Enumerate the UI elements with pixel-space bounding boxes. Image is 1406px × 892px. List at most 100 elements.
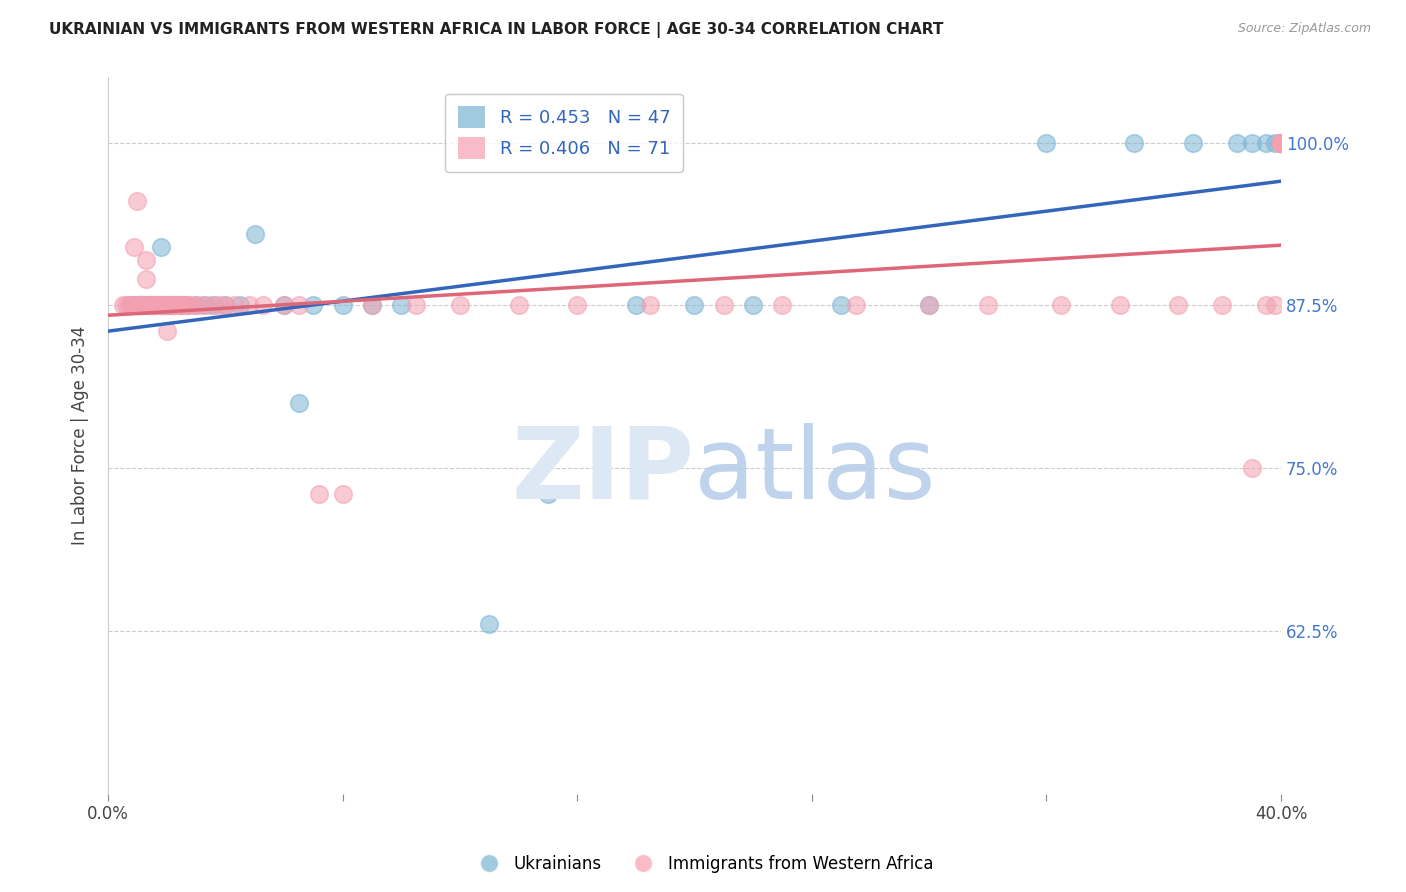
Point: [173, 298, 195, 312]
Point: [117, 298, 139, 312]
Point: [124, 240, 146, 254]
Point: [1167, 298, 1189, 312]
Point: [184, 298, 207, 312]
Point: [332, 298, 354, 312]
Point: [1108, 298, 1130, 312]
Point: [200, 298, 222, 312]
Point: [191, 298, 214, 312]
Point: [361, 298, 384, 312]
Point: [567, 298, 589, 312]
Point: [152, 298, 174, 312]
Point: [243, 227, 266, 241]
Point: [214, 298, 236, 312]
Point: [308, 487, 330, 501]
Point: [1270, 136, 1292, 150]
Text: Source: ZipAtlas.com: Source: ZipAtlas.com: [1237, 22, 1371, 36]
Point: [302, 298, 325, 312]
Point: [114, 298, 136, 312]
Point: [918, 298, 941, 312]
Point: [149, 298, 172, 312]
Point: [149, 298, 172, 312]
Point: [1270, 136, 1292, 150]
Point: [143, 298, 166, 312]
Point: [1270, 136, 1292, 150]
Point: [208, 298, 231, 312]
Point: [138, 298, 160, 312]
Point: [141, 298, 163, 312]
Point: [132, 298, 155, 312]
Point: [713, 298, 735, 312]
Y-axis label: In Labor Force | Age 30-34: In Labor Force | Age 30-34: [72, 326, 89, 545]
Text: atlas: atlas: [695, 423, 936, 520]
Point: [1240, 461, 1263, 475]
Point: [132, 298, 155, 312]
Legend: Ukrainians, Immigrants from Western Africa: Ukrainians, Immigrants from Western Afri…: [465, 848, 941, 880]
Point: [127, 194, 149, 209]
Point: [132, 298, 155, 312]
Point: [159, 298, 181, 312]
Point: [162, 298, 184, 312]
Point: [624, 298, 647, 312]
Point: [1270, 136, 1292, 150]
Point: [129, 298, 152, 312]
Point: [127, 298, 149, 312]
Point: [120, 298, 142, 312]
Point: [830, 298, 852, 312]
Point: [287, 298, 309, 312]
Point: [141, 298, 163, 312]
Point: [135, 272, 157, 286]
Point: [138, 298, 160, 312]
Point: [1270, 136, 1292, 150]
Point: [165, 298, 187, 312]
Legend: R = 0.453   N = 47, R = 0.406   N = 71: R = 0.453 N = 47, R = 0.406 N = 71: [446, 94, 683, 172]
Point: [152, 298, 174, 312]
Point: [162, 298, 184, 312]
Point: [124, 298, 146, 312]
Point: [1256, 298, 1278, 312]
Point: [214, 298, 236, 312]
Point: [405, 298, 427, 312]
Point: [918, 298, 941, 312]
Point: [1270, 136, 1292, 150]
Point: [1270, 136, 1292, 150]
Point: [127, 298, 149, 312]
Point: [640, 298, 662, 312]
Point: [361, 298, 384, 312]
Point: [845, 298, 868, 312]
Point: [1264, 298, 1286, 312]
Point: [146, 298, 169, 312]
Point: [1123, 136, 1146, 150]
Point: [165, 298, 187, 312]
Point: [184, 298, 207, 312]
Point: [135, 252, 157, 267]
Point: [170, 298, 193, 312]
Point: [1211, 298, 1233, 312]
Point: [143, 298, 166, 312]
Point: [478, 617, 501, 632]
Point: [120, 298, 142, 312]
Point: [287, 396, 309, 410]
Point: [141, 298, 163, 312]
Point: [222, 298, 245, 312]
Point: [146, 298, 169, 312]
Point: [179, 298, 201, 312]
Point: [170, 298, 193, 312]
Point: [149, 240, 172, 254]
Point: [129, 298, 152, 312]
Point: [1181, 136, 1204, 150]
Point: [229, 298, 252, 312]
Point: [143, 298, 166, 312]
Point: [176, 298, 198, 312]
Point: [176, 298, 198, 312]
Text: ZIP: ZIP: [512, 423, 695, 520]
Point: [1264, 136, 1286, 150]
Point: [1270, 136, 1292, 150]
Text: UKRAINIAN VS IMMIGRANTS FROM WESTERN AFRICA IN LABOR FORCE | AGE 30-34 CORRELATI: UKRAINIAN VS IMMIGRANTS FROM WESTERN AFR…: [49, 22, 943, 38]
Point: [273, 298, 295, 312]
Point: [194, 298, 217, 312]
Point: [238, 298, 260, 312]
Point: [1226, 136, 1249, 150]
Point: [1256, 136, 1278, 150]
Point: [202, 298, 225, 312]
Point: [1035, 136, 1057, 150]
